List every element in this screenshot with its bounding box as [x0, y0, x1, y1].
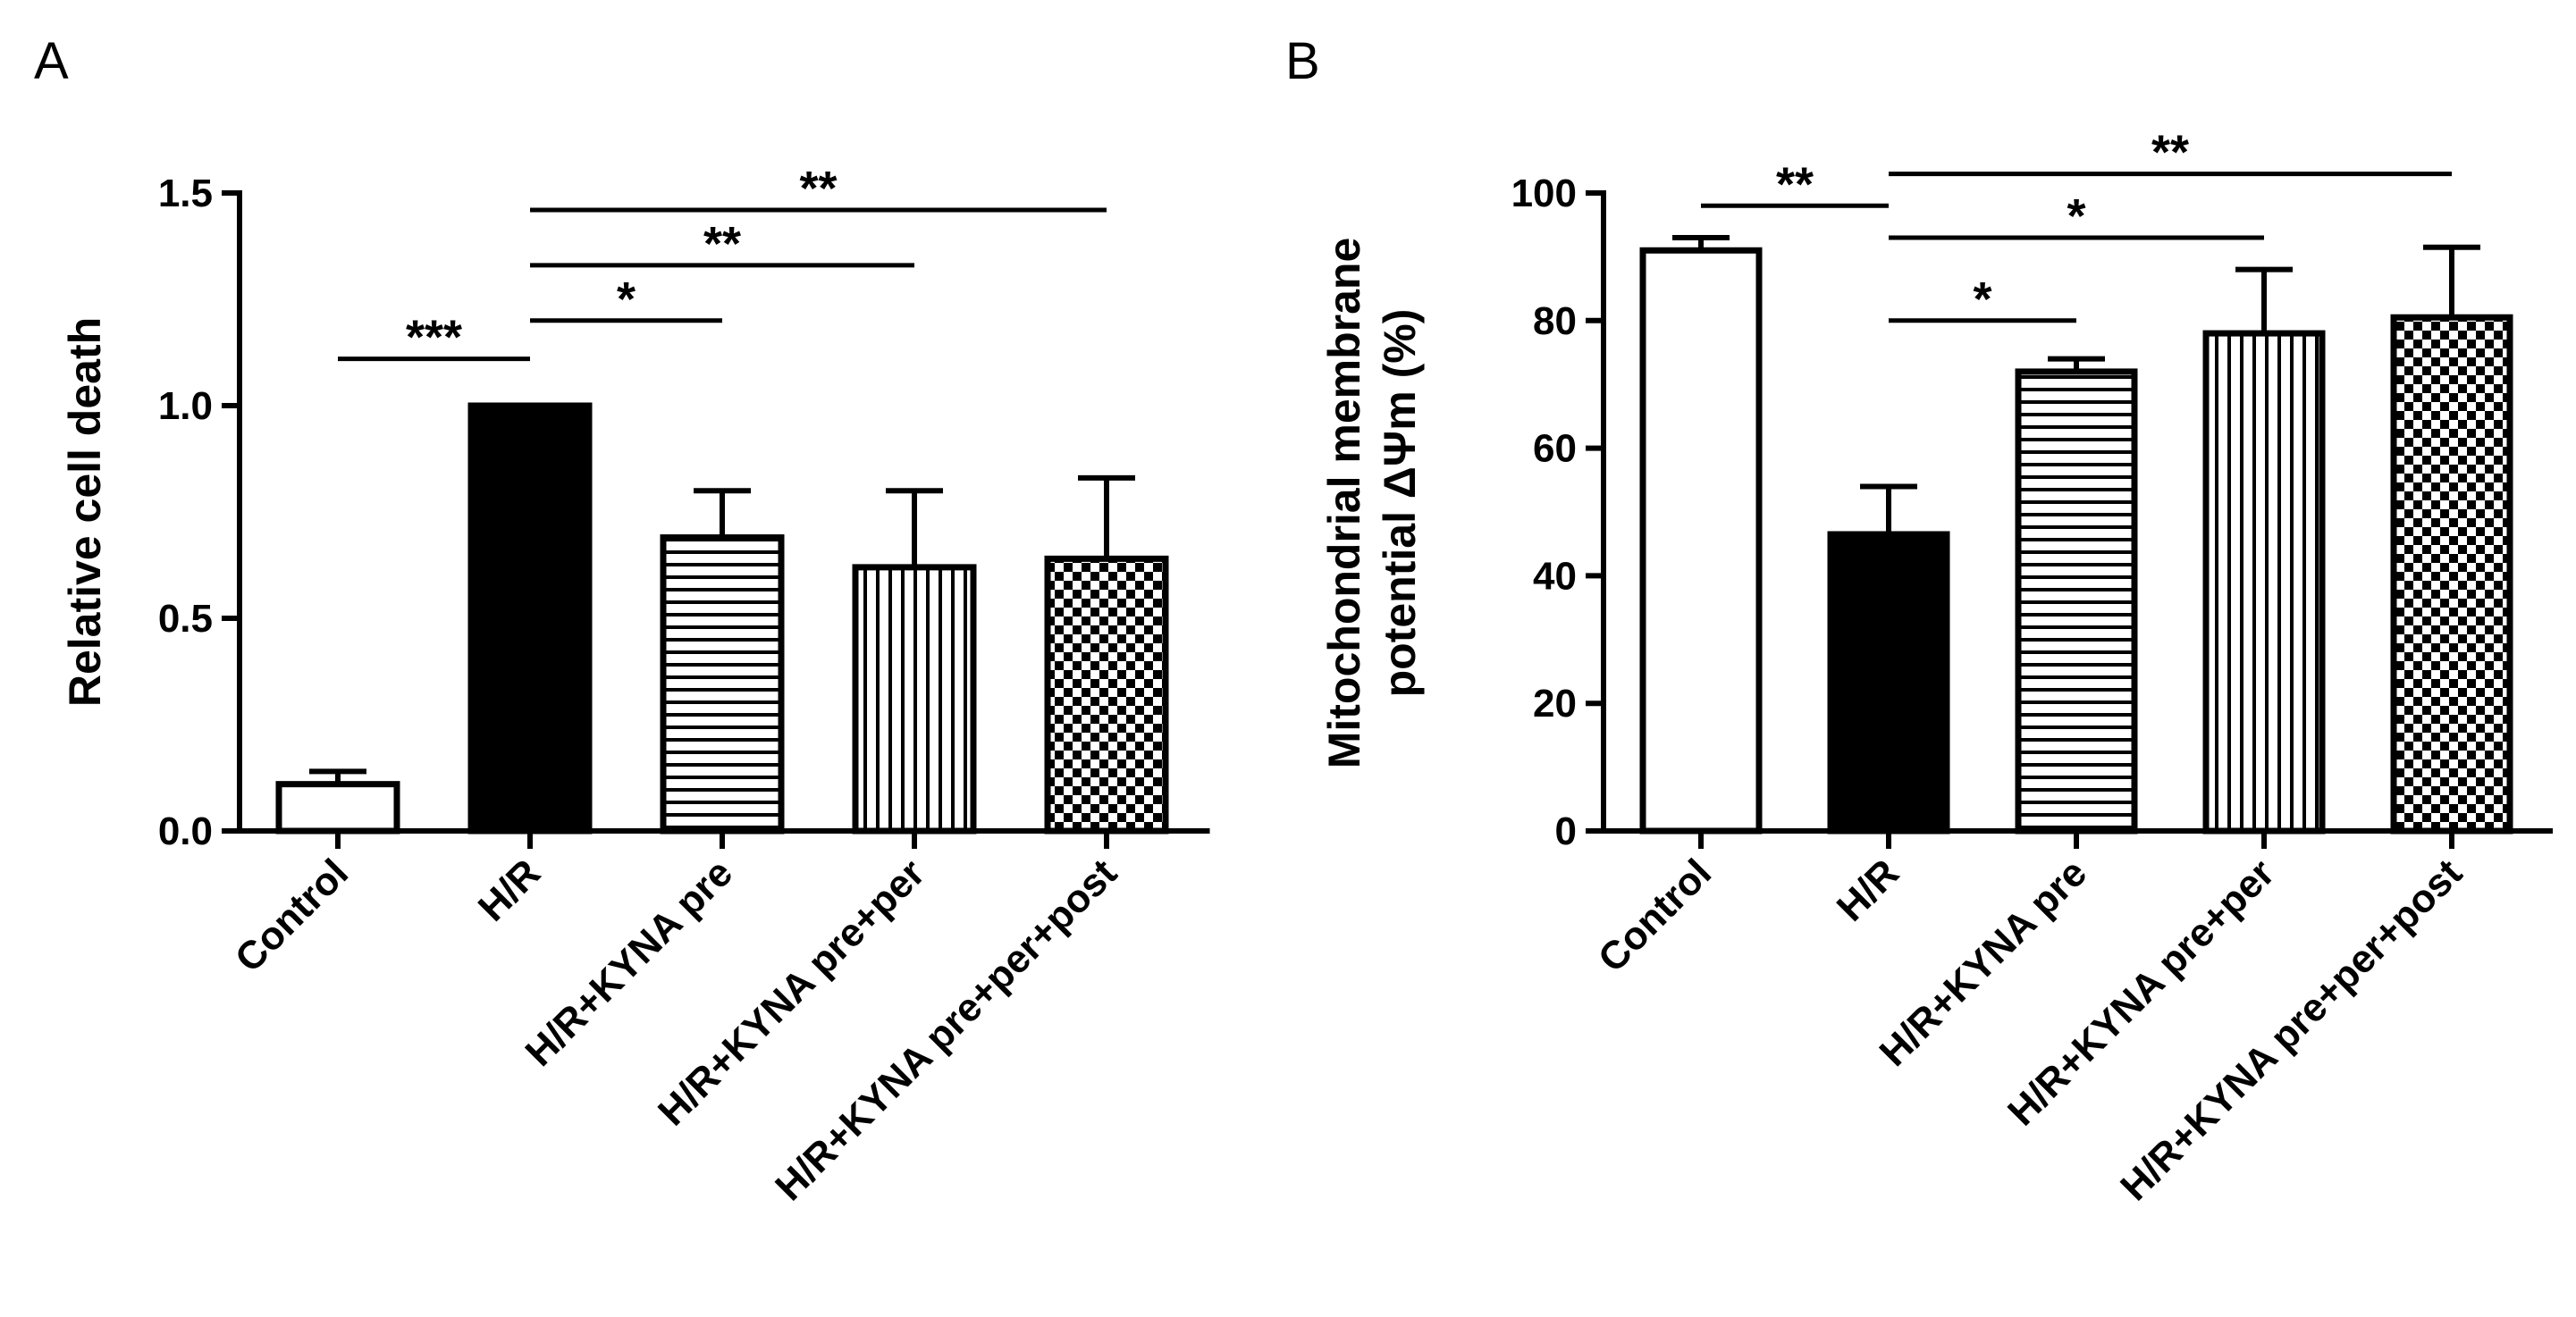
panel-a-significance-label: **: [799, 162, 837, 215]
panel-b-bar: [1639, 247, 1763, 835]
panel-b-y-axis-label: Mitochondrial membrane: [1319, 238, 1369, 769]
panel-a-y-axis-label: Relative cell death: [60, 317, 110, 707]
panel-b-bar: [2015, 368, 2138, 835]
panel-a-category-label: H/R: [470, 851, 549, 929]
panel-b-significance-label: *: [1973, 273, 1991, 326]
panel-a-bar: [1044, 555, 1169, 835]
panel-a-significance-label: ***: [406, 311, 462, 365]
panel-a-y-tick-label: 0.0: [158, 809, 213, 853]
panel-b-y-tick-label: 80: [1533, 299, 1577, 343]
panel-a-y-tick-label: 0.5: [158, 597, 213, 641]
panel-a-y-tick-label: 1.0: [158, 384, 213, 428]
panel-letter-a: A: [34, 32, 69, 90]
panel-b-y-tick-label: 20: [1533, 682, 1577, 726]
panel-a-bar: [275, 781, 400, 835]
panel-b-category-label: H/R: [1829, 851, 1907, 929]
panel-a-category-label: H/R+KYNA pre: [518, 851, 741, 1074]
panel-b-category-label: H/R+KYNA pre+per+post: [2112, 851, 2471, 1209]
panel-b-chart: 0 20 40 60 80 100 Mitochondrial membrane potent…: [1319, 126, 2553, 1209]
panel-b-y-tick-label: 40: [1533, 554, 1577, 598]
panel-letter-b: B: [1285, 32, 1320, 90]
panel-a-chart: 0.0 0.5 1.0 1.5 Relative cell death Control H/…: [60, 162, 1210, 1209]
panel-b-significance-label: **: [1776, 157, 1814, 211]
panel-a-bar: [660, 534, 785, 835]
panel-a-significance-label: *: [617, 273, 636, 326]
panel-b-y-tick-label: 0: [1555, 809, 1577, 853]
panel-a-bar: [467, 402, 593, 835]
panel-a-category-label: Control: [227, 851, 357, 980]
panel-b-bar: [1827, 531, 1950, 835]
panel-b-y-axis-label: potential ΔΨm (%): [1375, 309, 1425, 698]
panel-b-bar: [2202, 330, 2326, 835]
panel-a-category-label: H/R+KYNA pre+per+post: [767, 851, 1125, 1209]
panel-b-significance-label: **: [2151, 126, 2189, 180]
panel-b-category-label: Control: [1590, 851, 1720, 980]
panel-a-significance-label: **: [703, 217, 741, 271]
panel-b-bar: [2390, 314, 2513, 835]
panel-b-y-tick-label: 60: [1533, 427, 1577, 471]
panel-b-significance-label: *: [2067, 189, 2085, 243]
panel-a-bar: [852, 564, 977, 835]
panel-a-y-tick-label: 1.5: [158, 172, 213, 215]
panel-b-y-tick-label: 100: [1511, 172, 1577, 215]
